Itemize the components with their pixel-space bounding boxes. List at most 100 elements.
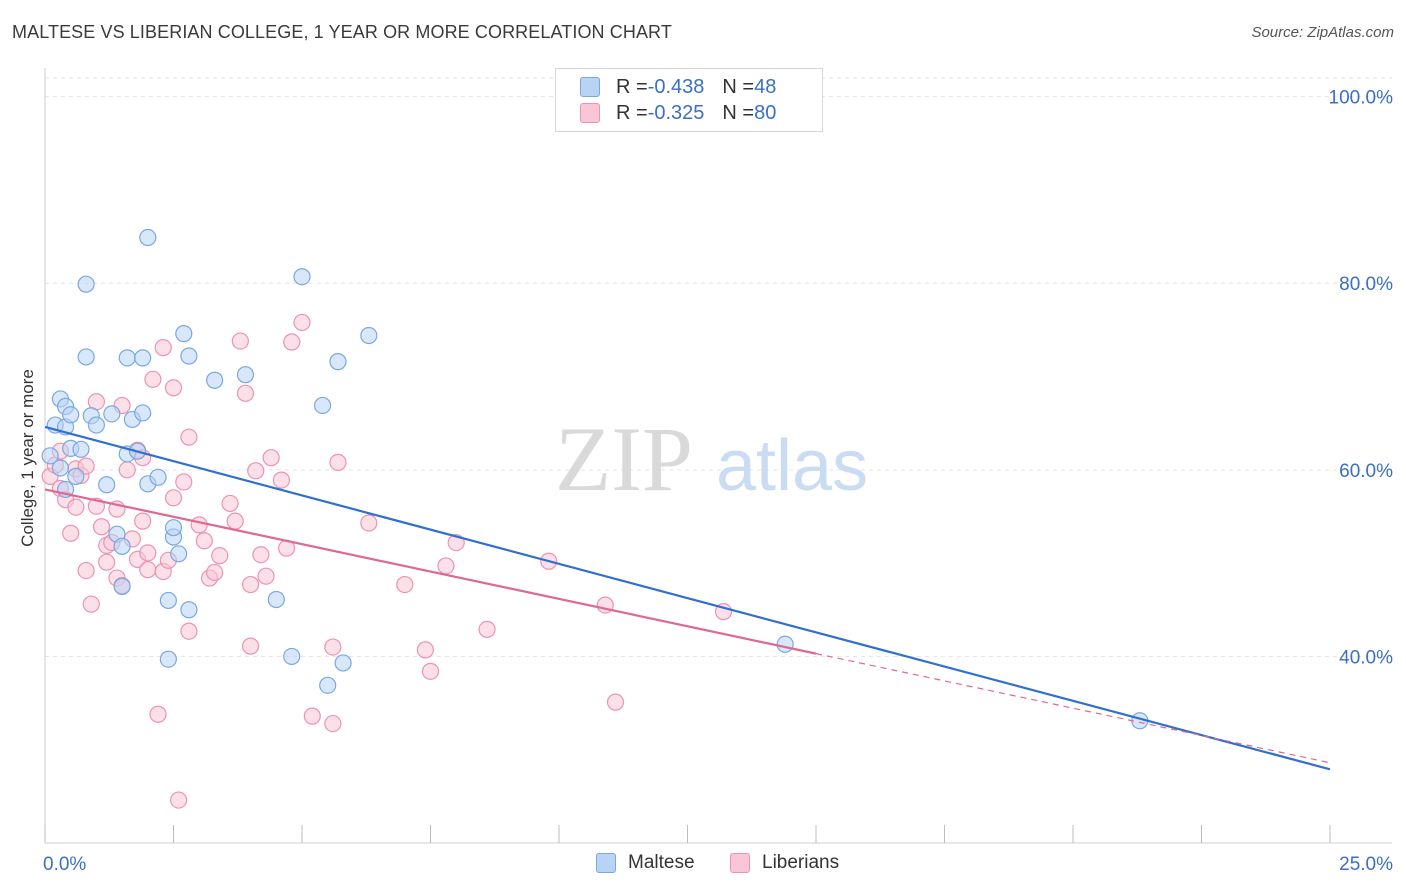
maltese-point (134, 349, 152, 367)
maltese-point (134, 404, 152, 422)
y-tick-label: 40.0% (1339, 647, 1393, 668)
maltese-point (113, 537, 131, 555)
liberians-point (92, 518, 111, 536)
maltese-point (159, 650, 177, 668)
maltese-point (206, 371, 224, 389)
liberians-point (190, 516, 208, 534)
liberians-point (478, 620, 496, 638)
maltese-point (180, 601, 198, 619)
maltese-point (329, 353, 347, 371)
liberians-point (144, 370, 162, 388)
liberians-point (170, 791, 188, 809)
legend-n-value: 80 (754, 101, 777, 124)
liberians-point (211, 547, 229, 565)
maltese-swatch (580, 77, 600, 97)
watermark-zip: ZIP (555, 408, 693, 510)
liberians-point (118, 461, 136, 479)
maltese-point (67, 467, 85, 485)
maltese-point (113, 577, 131, 596)
liberians-point (164, 489, 183, 507)
legend-row-liberians: R = -0.325 N = 80 (580, 101, 776, 125)
liberians-point (324, 714, 342, 733)
liberians-point (252, 546, 270, 564)
legend-n-value: 48 (754, 75, 777, 98)
y-tick-label: 100.0% (1329, 88, 1394, 109)
legend-item-maltese: Maltese (596, 852, 695, 874)
maltese-point (149, 468, 167, 486)
liberians-point (139, 544, 157, 562)
legend-r-value: -0.325 (647, 101, 705, 124)
liberians-point (272, 471, 291, 489)
liberians-point (180, 428, 198, 446)
liberians-point (242, 637, 260, 655)
maltese-point (103, 405, 121, 423)
legend-item-label: Liberians (762, 852, 840, 873)
maltese-point (334, 654, 352, 672)
y-tick-label: 80.0% (1339, 274, 1393, 295)
maltese-point (77, 348, 95, 366)
liberians-swatch (730, 853, 750, 873)
liberians-point (283, 333, 301, 351)
maltese-point (170, 545, 188, 563)
liberians-swatch (580, 103, 600, 123)
liberians-point (164, 379, 183, 397)
legend-item-label: Maltese (628, 852, 695, 873)
maltese-point (175, 325, 193, 343)
legend-n-label: N = (722, 101, 755, 124)
liberians-point (206, 563, 224, 582)
liberians-point (82, 595, 100, 613)
watermark: ZIP atlas (555, 408, 868, 510)
maltese-point (87, 416, 106, 434)
liberians-point (437, 557, 455, 575)
maltese-point (313, 396, 332, 415)
maltese-point (118, 349, 136, 367)
maltese-point (283, 647, 301, 666)
legend-n-label: N = (722, 75, 755, 98)
maltese-points (41, 228, 1149, 730)
liberians-point (134, 512, 152, 530)
liberians-point (329, 453, 347, 471)
maltese-point (360, 326, 378, 345)
liberians-point (293, 313, 311, 332)
maltese-point (164, 519, 183, 537)
liberians-point (396, 575, 414, 594)
liberians-trend-line (44, 488, 817, 655)
watermark-atlas: atlas (716, 426, 868, 506)
series-legend: Maltese Liberians (0, 852, 1406, 878)
liberians-point (421, 662, 440, 680)
liberians-point (606, 693, 625, 711)
liberians-point (67, 498, 85, 516)
liberians-point (180, 622, 198, 640)
liberians-point (226, 512, 244, 530)
tick-labels: 40.0% 60.0% 80.0% 100.0% 0.0% 25.0% (43, 88, 1393, 875)
maltese-point (319, 676, 337, 694)
legend: R = -0.438 N = 48 R = -0.325 N = 80 (555, 68, 823, 132)
liberians-point (77, 561, 95, 580)
liberians-point (139, 561, 157, 579)
legend-row-maltese: R = -0.438 N = 48 (580, 75, 776, 99)
maltese-point (41, 447, 59, 465)
y-tick-label: 60.0% (1339, 461, 1393, 482)
maltese-point (293, 268, 311, 286)
legend-r-label: R = (616, 75, 648, 98)
liberians-point (221, 494, 239, 513)
liberians-point (236, 384, 255, 402)
liberians-point (262, 449, 280, 467)
maltese-point (77, 275, 95, 293)
maltese-swatch (596, 853, 616, 873)
maltese-point (180, 347, 198, 365)
liberians-point (98, 553, 116, 571)
liberians-point (416, 641, 434, 659)
liberians-point (149, 705, 167, 723)
chart-title: MALTESE VS LIBERIAN COLLEGE, 1 YEAR OR M… (12, 22, 672, 42)
maltese-point (776, 635, 794, 653)
x-tick-label: 0.0% (43, 854, 86, 875)
liberians-point (231, 332, 249, 350)
liberians-point (195, 532, 213, 550)
source-label: Source: ZipAtlas.com (1251, 24, 1394, 41)
liberians-point (247, 462, 265, 480)
liberians-point (303, 707, 321, 725)
liberians-points (41, 313, 733, 809)
liberians-point (257, 567, 275, 585)
